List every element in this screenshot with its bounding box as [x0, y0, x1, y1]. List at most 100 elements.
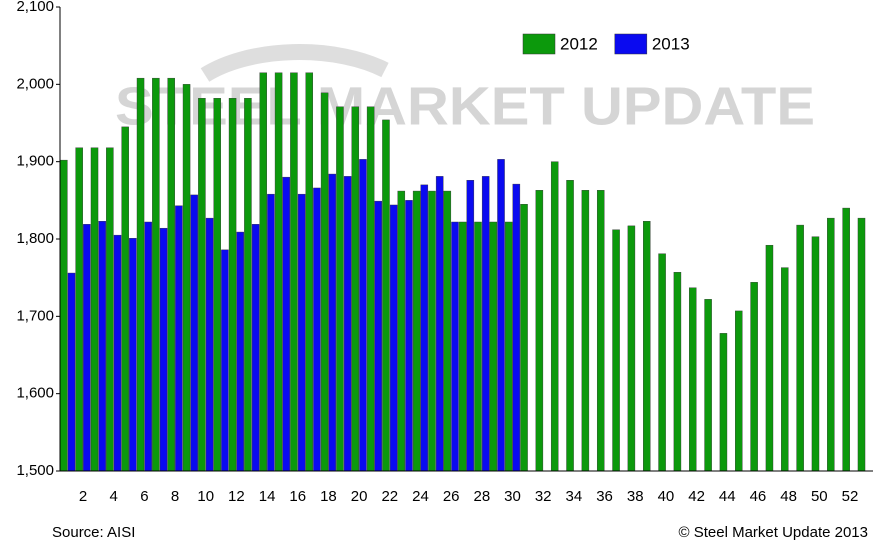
- x-tick-label: 16: [289, 488, 306, 505]
- bar: [443, 190, 452, 472]
- bar: [366, 106, 375, 472]
- bar: [382, 119, 390, 472]
- bar: [405, 200, 413, 472]
- bar: [811, 236, 820, 472]
- bar: [244, 98, 252, 472]
- bar: [612, 229, 620, 472]
- bar: [374, 200, 383, 472]
- bar: [313, 187, 321, 472]
- watermark-swoosh: [200, 44, 389, 82]
- copyright: © Steel Market Update 2013: [679, 524, 869, 541]
- bar: [719, 333, 728, 472]
- legend-swatch: [522, 33, 556, 55]
- bar: [689, 287, 697, 472]
- bar: [236, 231, 244, 472]
- bar: [67, 272, 76, 472]
- y-tick-label: 1,800: [16, 230, 54, 247]
- bar: [175, 205, 183, 472]
- x-tick-label: 18: [320, 488, 337, 505]
- x-tick-label: 42: [688, 488, 705, 505]
- bar: [796, 224, 804, 472]
- bar: [190, 194, 198, 472]
- bar: [489, 221, 498, 472]
- bar: [673, 272, 682, 472]
- bar: [520, 203, 528, 472]
- bar: [827, 217, 835, 472]
- x-tick-label: 2: [79, 488, 87, 505]
- bar: [451, 221, 459, 472]
- x-tick-label: 32: [535, 488, 552, 505]
- bar: [75, 147, 83, 472]
- bar: [198, 98, 206, 472]
- x-tick-label: 34: [566, 488, 583, 505]
- bar: [435, 176, 444, 472]
- bar: [389, 204, 398, 472]
- x-tick-label: 38: [627, 488, 644, 505]
- bar: [397, 190, 406, 472]
- x-tick-label: 12: [228, 488, 245, 505]
- bar: [267, 193, 275, 472]
- bar: [98, 221, 106, 472]
- bar: [857, 217, 866, 472]
- bar: [535, 190, 544, 472]
- bar: [481, 176, 490, 472]
- bar: [735, 310, 743, 472]
- bar: [90, 147, 99, 472]
- bar: [581, 190, 590, 472]
- bar: [781, 267, 789, 472]
- bar: [658, 253, 666, 472]
- bar: [167, 77, 175, 472]
- x-tick-label: 26: [443, 488, 460, 505]
- legend-label: 2012: [560, 34, 598, 53]
- x-tick-label: 44: [719, 488, 736, 505]
- bar: [765, 244, 774, 472]
- bar: [282, 176, 290, 472]
- bar: [213, 98, 221, 472]
- bar: [182, 84, 191, 472]
- bar: [420, 184, 429, 472]
- bar: [320, 92, 329, 472]
- bar: [251, 224, 260, 472]
- x-tick-label: 40: [658, 488, 675, 505]
- bar: [458, 221, 467, 472]
- source: Source: AISI: [52, 524, 135, 541]
- bar: [113, 234, 122, 472]
- x-tick-label: 30: [504, 488, 521, 505]
- x-tick-label: 10: [197, 488, 214, 505]
- x-tick-label: 50: [811, 488, 828, 505]
- bar: [351, 106, 360, 472]
- bar: [106, 147, 114, 472]
- x-tick-label: 46: [750, 488, 767, 505]
- y-tick-label: 1,500: [16, 462, 54, 479]
- x-tick-label: 20: [351, 488, 368, 505]
- bar: [343, 176, 352, 472]
- legend-swatch: [614, 33, 648, 55]
- x-tick-label: 48: [780, 488, 797, 505]
- bar: [228, 98, 237, 472]
- bar: [497, 159, 505, 472]
- bar: [136, 77, 145, 472]
- bar: [750, 282, 758, 472]
- x-tick-label: 52: [842, 488, 859, 505]
- bar: [259, 72, 267, 472]
- bar: [129, 238, 137, 472]
- y-tick-label: 1,600: [16, 385, 54, 402]
- bar: [221, 249, 229, 472]
- x-tick-label: 28: [473, 488, 490, 505]
- bar: [274, 72, 283, 472]
- bar: [159, 227, 168, 472]
- bar: [550, 161, 559, 472]
- bar: [359, 159, 367, 472]
- bar: [305, 72, 314, 472]
- bar: [512, 183, 521, 472]
- bar: [205, 217, 214, 472]
- bar: [842, 207, 850, 472]
- x-tick-label: 4: [110, 488, 118, 505]
- bar: [144, 221, 152, 472]
- bar: [466, 180, 475, 472]
- x-tick-label: 6: [140, 488, 148, 505]
- y-tick-label: 1,900: [16, 153, 54, 170]
- bar: [152, 77, 160, 472]
- bar: [121, 126, 129, 472]
